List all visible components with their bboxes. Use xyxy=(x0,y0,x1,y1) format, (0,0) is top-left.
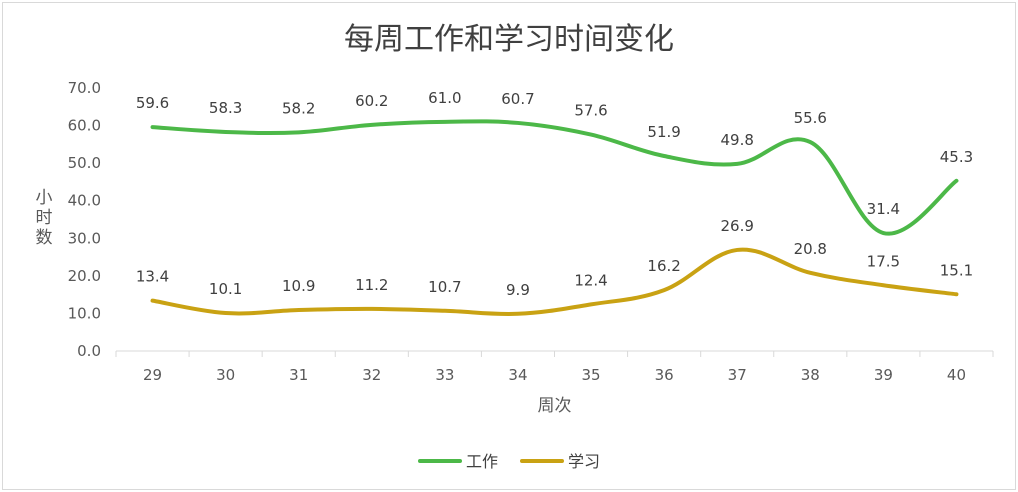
data-label: 9.9 xyxy=(506,281,530,299)
data-label: 10.1 xyxy=(209,280,242,298)
x-tick-label: 31 xyxy=(289,366,308,384)
data-label: 45.3 xyxy=(940,148,973,166)
y-tick-label: 70.0 xyxy=(68,79,101,97)
data-point xyxy=(808,271,812,275)
data-point xyxy=(224,130,228,134)
data-point xyxy=(662,288,666,292)
data-label: 49.8 xyxy=(721,131,754,149)
data-point xyxy=(954,292,958,296)
data-point xyxy=(881,231,885,235)
data-label: 55.6 xyxy=(794,109,827,127)
data-point xyxy=(881,283,885,287)
data-point xyxy=(516,121,520,125)
data-label: 26.9 xyxy=(721,217,754,235)
x-tick-label: 36 xyxy=(655,366,674,384)
x-tick-label: 37 xyxy=(728,366,747,384)
legend-label: 工作 xyxy=(466,452,498,471)
data-point xyxy=(370,307,374,311)
data-point xyxy=(589,302,593,306)
data-point xyxy=(954,179,958,183)
series-line-study xyxy=(150,247,959,317)
data-label: 10.7 xyxy=(428,278,461,296)
data-point xyxy=(443,120,447,124)
data-label: 12.4 xyxy=(574,271,607,289)
data-point xyxy=(589,133,593,137)
y-axis-title: 小时数 xyxy=(36,188,53,248)
data-label: 11.2 xyxy=(355,276,388,294)
data-label: 58.2 xyxy=(282,99,315,117)
x-tick-label: 39 xyxy=(874,366,893,384)
x-tick-label: 32 xyxy=(362,366,381,384)
data-label: 59.6 xyxy=(136,94,169,112)
data-label: 31.4 xyxy=(867,200,900,218)
data-label: 51.9 xyxy=(647,123,680,141)
y-tick-label: 50.0 xyxy=(68,154,101,172)
data-point xyxy=(735,162,739,166)
data-label: 10.9 xyxy=(282,277,315,295)
y-tick-label: 60.0 xyxy=(68,117,101,135)
data-point xyxy=(370,123,374,127)
data-point xyxy=(151,125,155,129)
chart-title: 每周工作和学习时间变化 xyxy=(344,22,674,57)
data-point xyxy=(808,140,812,144)
data-label: 60.7 xyxy=(501,90,534,108)
data-label: 20.8 xyxy=(794,240,827,258)
data-label: 17.5 xyxy=(867,252,900,270)
x-tick-label: 30 xyxy=(216,366,235,384)
data-label: 61.0 xyxy=(428,89,461,107)
data-label: 13.4 xyxy=(136,268,169,286)
y-tick-label: 30.0 xyxy=(68,229,101,247)
data-point xyxy=(224,311,228,315)
data-point xyxy=(516,312,520,316)
x-tick-label: 40 xyxy=(947,366,966,384)
y-tick-label: 20.0 xyxy=(68,267,101,285)
x-tick-label: 35 xyxy=(581,366,600,384)
x-tick-label: 38 xyxy=(801,366,820,384)
data-point xyxy=(297,130,301,134)
legend-label: 学习 xyxy=(568,452,600,471)
y-tick-label: 10.0 xyxy=(68,304,101,322)
data-label: 60.2 xyxy=(355,92,388,110)
x-tick-label: 29 xyxy=(143,366,162,384)
x-axis-title: 周次 xyxy=(538,396,572,416)
data-label: 16.2 xyxy=(647,257,680,275)
data-label: 15.1 xyxy=(940,261,973,279)
data-point xyxy=(735,248,739,252)
series-line-work xyxy=(150,119,959,236)
y-tick-label: 0.0 xyxy=(77,342,101,360)
data-label: 58.3 xyxy=(209,99,242,117)
data-point xyxy=(443,309,447,313)
data-label: 57.6 xyxy=(574,102,607,120)
y-tick-label: 40.0 xyxy=(68,192,101,210)
x-tick-label: 33 xyxy=(435,366,454,384)
data-point xyxy=(151,299,155,303)
x-tick-label: 34 xyxy=(508,366,527,384)
data-point xyxy=(662,154,666,158)
data-point xyxy=(297,308,301,312)
